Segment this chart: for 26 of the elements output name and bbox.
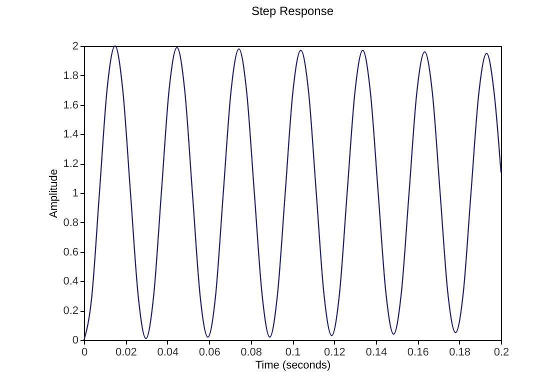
y-tick-label: 0.2 [63,305,78,318]
chart-title: Step Response [251,4,334,18]
x-tick-label: 0.14 [366,346,388,358]
x-tick-label: 0.18 [449,346,471,358]
y-tick-label: 1.8 [63,70,78,82]
y-tick-label: 0.8 [63,216,78,229]
x-tick-label: 0.02 [115,346,137,358]
line-series [83,45,502,341]
y-tick-label: 1.6 [63,99,78,112]
x-axis-title: Time (seconds) [255,360,331,372]
x-tick-label: 0 [81,346,88,358]
y-tick-label: 0.6 [63,246,78,258]
y-tick-label: 1 [72,188,78,200]
y-tick-label: 0.4 [63,276,78,288]
x-tick-label: 0.12 [324,346,346,358]
y-tick-label: 0 [72,334,78,346]
y-tick-label: 2 [72,40,78,52]
x-tick-label: 0.16 [407,346,429,358]
x-tick-label: 0.1 [285,346,301,358]
y-axis-title: Amplitude [48,169,60,218]
y-tick-label: 1.2 [63,158,78,170]
x-tick-label: 0.2 [494,346,510,358]
x-tick-label: 0.04 [157,346,179,358]
y-tick-label: 1.4 [63,128,78,141]
x-tick-label: 0.06 [198,346,220,358]
x-tick-label: 0.08 [240,346,262,358]
